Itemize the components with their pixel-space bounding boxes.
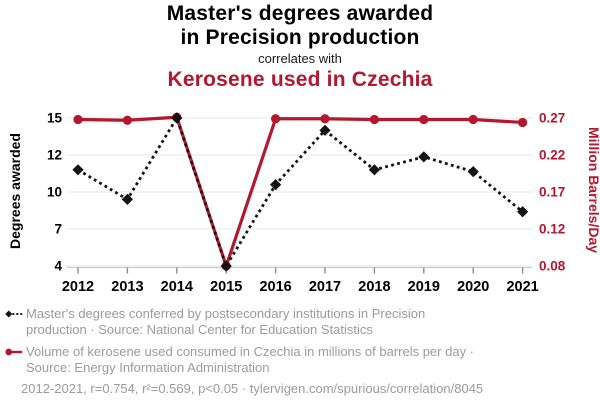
x-axis-tick-label: 2012 (62, 279, 94, 295)
left-axis-tick-label: 12 (47, 148, 62, 163)
title-line-2: in Precision production (180, 26, 420, 49)
left-axis-tick-label: 4 (54, 259, 62, 274)
kerosene-series-marker (468, 114, 478, 125)
right-axis-tick-label: 0.17 (539, 185, 565, 200)
degrees-series-marker (418, 151, 430, 163)
degrees-series-line (77, 116, 524, 268)
kerosene-series-line (77, 115, 523, 268)
x-axis-tick-label: 2015 (210, 279, 242, 295)
right-axis-tick-label: 0.08 (539, 259, 566, 274)
legend-kerosene-line-1: Volume of kerosene used consumed in Czec… (26, 344, 475, 359)
x-axis-tick-label: 2017 (309, 279, 341, 295)
title-line-1: Master's degrees awarded (166, 2, 434, 25)
x-axis-tick-label: 2018 (358, 279, 390, 295)
legend-kerosene-line-2: Source: Energy Information Administratio… (26, 359, 270, 375)
x-axis-tick-label: 2016 (259, 279, 291, 295)
legend: Master's degrees conferred by postsecond… (4, 306, 574, 382)
kerosene-series-marker (320, 114, 330, 124)
x-axis-tick-label: 2021 (506, 279, 538, 295)
kerosene-series-marker (122, 115, 132, 125)
degrees-series-marker (72, 164, 84, 176)
left-axis-tick-label: 10 (47, 185, 62, 200)
stats-footer: 2012-2021, r=0.754, r²=0.569, p<0.05 · t… (21, 381, 484, 396)
legend-degrees-line-2: production · Source: National Center for… (26, 321, 373, 337)
degrees-series-marker (171, 112, 183, 124)
x-axis-tick-label: 2014 (161, 279, 193, 295)
right-axis-tick-label: 0.22 (539, 148, 565, 163)
kerosene-series-marker-icon (5, 348, 23, 356)
degrees-series-marker (121, 193, 133, 205)
legend-degrees-line-1: Master's degrees conferred by postsecond… (26, 306, 426, 321)
kerosene-series-marker (73, 114, 83, 125)
legend-item-kerosene: Volume of kerosene used consumed in Czec… (4, 344, 574, 375)
right-axis-tick-label: 0.27 (539, 111, 565, 126)
kerosene-series-marker (271, 114, 281, 124)
right-axis-tick-label: 0.12 (539, 222, 565, 237)
chart-subtitle: Kerosene used in Czechia (167, 68, 433, 91)
left-axis-title: Degrees awarded (7, 133, 23, 249)
chart-plot: 2012 2013 2014 2015 2016 2017 2018 2019 2020 2021… (7, 111, 600, 296)
degrees-series-marker-icon (5, 310, 23, 318)
chart-title: Master's degrees awarded in Precision pr… (0, 2, 600, 50)
degrees-series-marker (270, 179, 282, 191)
legend-item-degrees: Master's degrees conferred by postsecond… (4, 306, 574, 337)
degrees-series-marker (467, 166, 479, 178)
x-axis-tick-label: 2013 (111, 279, 143, 295)
degrees-series-marker (220, 260, 232, 272)
kerosene-series-marker (419, 114, 429, 125)
correlates-with-text: correlates with (258, 51, 342, 66)
right-axis-title: Million Barrels/Day (586, 127, 600, 253)
kerosene-series-marker (518, 117, 528, 128)
x-axis-tick-label: 2020 (457, 279, 489, 295)
left-axis-tick-label: 15 (47, 111, 63, 126)
legend-item-degrees-label: Master's degrees conferred by postsecond… (26, 306, 425, 337)
degrees-series-marker (517, 206, 529, 218)
legend-item-kerosene-label: Volume of kerosene used consumed in Czec… (26, 344, 474, 375)
x-axis-tick-label: 2019 (408, 279, 440, 295)
left-axis-tick-label: 7 (54, 222, 62, 237)
degrees-series-marker (319, 124, 331, 136)
kerosene-series-marker (369, 114, 379, 125)
degrees-series-marker (368, 164, 380, 176)
